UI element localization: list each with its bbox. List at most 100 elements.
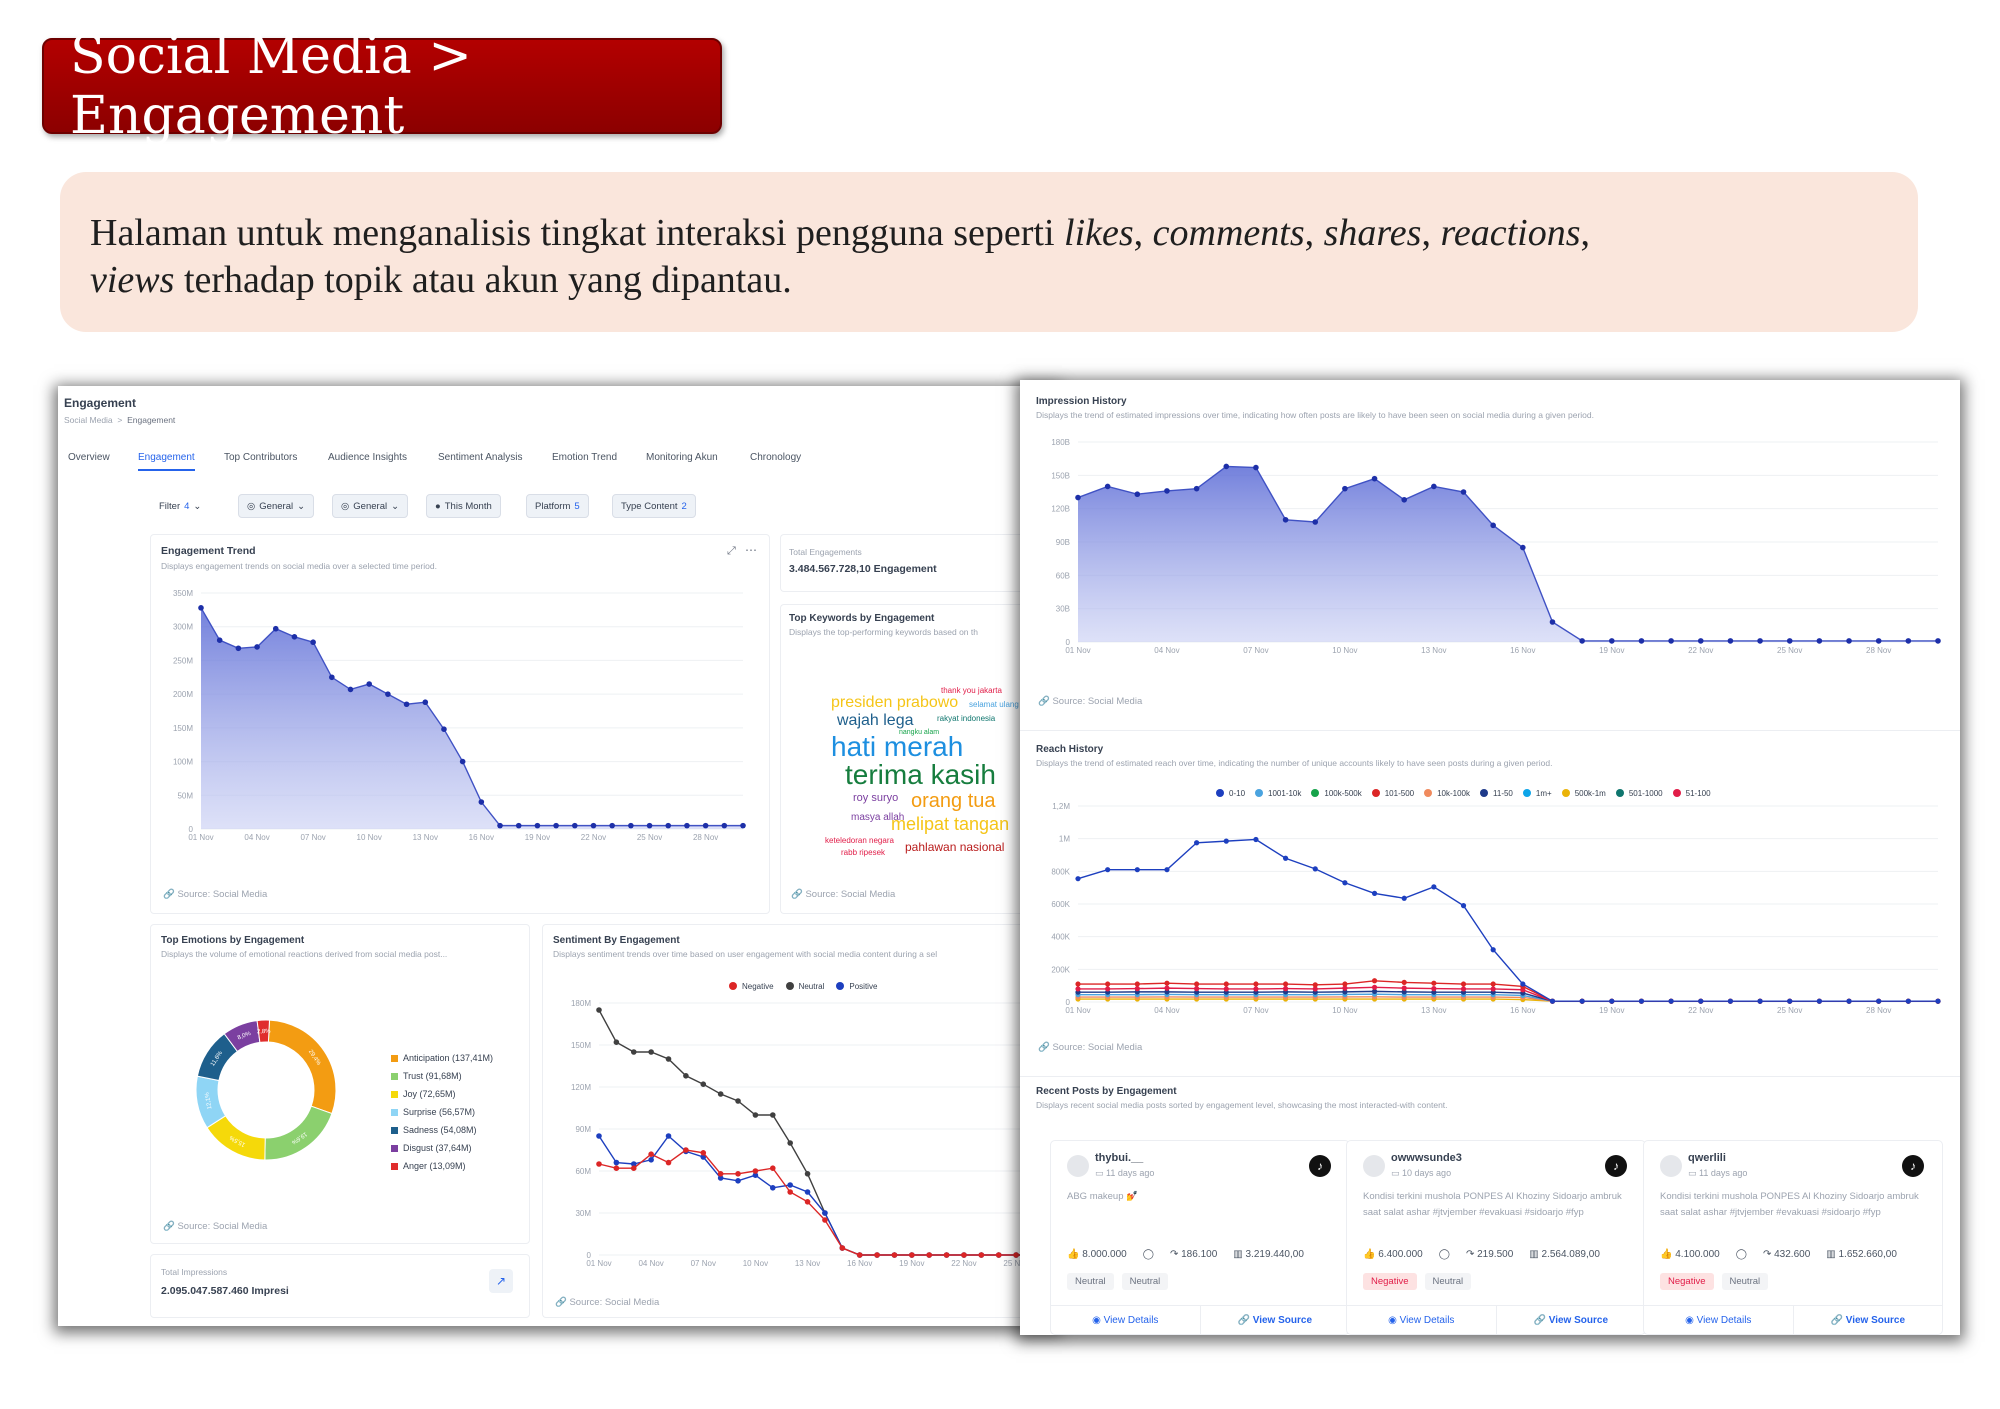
views-stat: ▥ 2.564.089,00 bbox=[1529, 1249, 1600, 1260]
data-point bbox=[1401, 989, 1407, 995]
data-point bbox=[1134, 981, 1140, 987]
engagement-trend-card: Engagement Trend Displays engagement tre… bbox=[150, 534, 770, 914]
breadcrumb-item[interactable]: Engagement bbox=[127, 415, 176, 425]
data-point bbox=[1490, 981, 1496, 987]
legend-item[interactable]: Anger (13,09M) bbox=[391, 1157, 493, 1175]
tab-emotion-trend[interactable]: Emotion Trend bbox=[552, 452, 618, 463]
data-point bbox=[1075, 494, 1081, 501]
breadcrumb-item[interactable]: Social Media bbox=[64, 415, 113, 425]
view-details-button[interactable]: ◉ View Details bbox=[1051, 1306, 1200, 1335]
data-point bbox=[735, 1171, 741, 1177]
data-point bbox=[1520, 544, 1526, 551]
y-tick-label: 120M bbox=[571, 1083, 591, 1092]
legend-item[interactable]: 0-10 bbox=[1216, 784, 1245, 802]
legend-item[interactable]: Sadness (54,08M) bbox=[391, 1121, 493, 1139]
tab-overview[interactable]: Overview bbox=[68, 452, 110, 463]
tab-chronology[interactable]: Chronology bbox=[750, 452, 802, 463]
keyword[interactable]: masya allah bbox=[851, 812, 905, 823]
this-month-button[interactable]: ● This Month bbox=[426, 494, 501, 518]
tiktok-icon[interactable]: ♪ bbox=[1309, 1155, 1331, 1177]
legend-dot bbox=[1480, 789, 1489, 797]
expand-icon[interactable]: ⤢ bbox=[727, 545, 736, 557]
data-point bbox=[1490, 522, 1496, 529]
tab-engagement[interactable]: Engagement bbox=[138, 452, 195, 471]
keyword[interactable]: nangku alam bbox=[899, 729, 940, 736]
keyword[interactable]: melipat tangan bbox=[891, 814, 1010, 834]
data-point bbox=[310, 639, 316, 646]
legend-item[interactable]: Trust (91,68M) bbox=[391, 1067, 493, 1085]
post-stats: 👍 6.400.000 ◯ ↷ 219.500 ▥ 2.564.089,00 bbox=[1363, 1249, 1643, 1260]
keyword[interactable]: roy suryo bbox=[853, 792, 899, 804]
keyword[interactable]: pahlawan nasional bbox=[905, 840, 1005, 854]
keyword[interactable]: thank you jakarta bbox=[941, 686, 1002, 695]
legend-item[interactable]: Disgust (37,64M) bbox=[391, 1139, 493, 1157]
more-icon[interactable]: ⋯ bbox=[745, 543, 757, 557]
post-username[interactable]: owwwsunde3 bbox=[1391, 1152, 1462, 1164]
keyword[interactable]: selamat ulang bbox=[969, 700, 1019, 709]
post-card[interactable]: qwerlili ▭ 11 days ago ♪ Kondisi terkini… bbox=[1643, 1140, 1943, 1335]
view-source-label: View Source bbox=[1548, 1315, 1609, 1326]
legend-item[interactable]: 10k-100k bbox=[1424, 784, 1470, 802]
chevron-down-icon: ⌄ bbox=[193, 500, 202, 512]
tab-audience-insights[interactable]: Audience Insights bbox=[328, 452, 407, 463]
keyword[interactable]: terima kasih bbox=[845, 759, 996, 790]
keyword[interactable]: keteledoran negara bbox=[825, 836, 894, 845]
x-tick-label: 10 Nov bbox=[743, 1259, 768, 1268]
keyword[interactable]: rabb ripesek bbox=[841, 848, 886, 857]
y-tick-label: 350M bbox=[173, 589, 193, 598]
keyword[interactable]: rakyat indonesia bbox=[937, 714, 996, 723]
legend-item[interactable]: Positive bbox=[836, 977, 877, 995]
legend-item[interactable]: 1001-10k bbox=[1255, 784, 1301, 802]
tiktok-icon[interactable]: ♪ bbox=[1902, 1155, 1924, 1177]
legend-item[interactable]: 1m+ bbox=[1522, 784, 1552, 802]
legend-label: Anger (13,09M) bbox=[403, 1161, 466, 1171]
view-source-button[interactable]: 🔗 View Source bbox=[1495, 1306, 1646, 1335]
type-content-filter[interactable]: Type Content 2 bbox=[612, 494, 696, 518]
tab-top-contributors[interactable]: Top Contributors bbox=[224, 452, 298, 463]
legend-item[interactable]: 101-500 bbox=[1371, 784, 1414, 802]
y-tick-label: 60B bbox=[1056, 571, 1070, 580]
general-dropdown-2[interactable]: ◎ General ⌄ bbox=[332, 494, 409, 518]
shares-stat: ↷ 219.500 bbox=[1465, 1249, 1514, 1260]
data-point bbox=[1312, 866, 1318, 872]
legend-item[interactable]: Surprise (56,57M) bbox=[391, 1103, 493, 1121]
data-point bbox=[1342, 985, 1348, 991]
tab-sentiment-analysis[interactable]: Sentiment Analysis bbox=[438, 452, 523, 463]
data-point bbox=[1431, 884, 1437, 890]
legend-item[interactable]: Negative bbox=[729, 977, 774, 995]
legend-item[interactable]: Anticipation (137,41M) bbox=[391, 1049, 493, 1067]
view-details-button[interactable]: ◉ View Details bbox=[1347, 1306, 1496, 1335]
keyword[interactable]: presiden prabowo bbox=[831, 694, 959, 711]
view-source-button[interactable]: 🔗 View Source bbox=[1792, 1306, 1943, 1335]
post-card[interactable]: thybui.__ ▭ 11 days ago ♪ ABG makeup 💅 👍… bbox=[1050, 1140, 1350, 1335]
legend-item[interactable]: 501-1000 bbox=[1615, 784, 1663, 802]
keyword[interactable]: wajah lega bbox=[837, 712, 914, 729]
y-tick-label: 250M bbox=[173, 656, 193, 665]
legend-item[interactable]: 11-50 bbox=[1480, 784, 1513, 802]
legend-item[interactable]: 500k-1m bbox=[1561, 784, 1606, 802]
post-username[interactable]: thybui.__ bbox=[1095, 1152, 1144, 1164]
legend-item[interactable]: Joy (72,65M) bbox=[391, 1085, 493, 1103]
x-tick-label: 28 Nov bbox=[693, 833, 718, 842]
tab-monitoring-akun[interactable]: Monitoring Akun bbox=[646, 452, 718, 463]
keyword[interactable]: orang tua bbox=[911, 790, 996, 812]
legend-item[interactable]: Neutral bbox=[785, 977, 824, 995]
tiktok-icon[interactable]: ♪ bbox=[1605, 1155, 1627, 1177]
legend-item[interactable]: 51-100 bbox=[1672, 784, 1711, 802]
general-dropdown-1[interactable]: ◎ General ⌄ bbox=[238, 494, 315, 518]
data-point bbox=[995, 1252, 1002, 1258]
view-source-button[interactable]: 🔗 View Source bbox=[1199, 1306, 1350, 1335]
data-point bbox=[1013, 1252, 1019, 1258]
legend-item[interactable]: 100k-500k bbox=[1311, 784, 1362, 802]
data-point bbox=[1431, 483, 1437, 490]
post-card[interactable]: owwwsunde3 ▭ 10 days ago ♪ Kondisi terki… bbox=[1346, 1140, 1646, 1335]
legend-label: 501-1000 bbox=[1628, 788, 1663, 798]
keyword[interactable]: hati merah bbox=[831, 731, 964, 762]
emotion-badge: Neutral bbox=[1721, 1273, 1769, 1290]
card-subtitle: Displays sentiment trends over time base… bbox=[553, 949, 938, 959]
view-details-button[interactable]: ◉ View Details bbox=[1644, 1306, 1793, 1335]
filter-button[interactable]: Filter 4 ⌄ bbox=[150, 494, 211, 518]
trend-up-icon[interactable]: ↗ bbox=[489, 1269, 513, 1293]
post-username[interactable]: qwerlili bbox=[1688, 1152, 1726, 1164]
platform-filter[interactable]: Platform 5 bbox=[526, 494, 589, 518]
